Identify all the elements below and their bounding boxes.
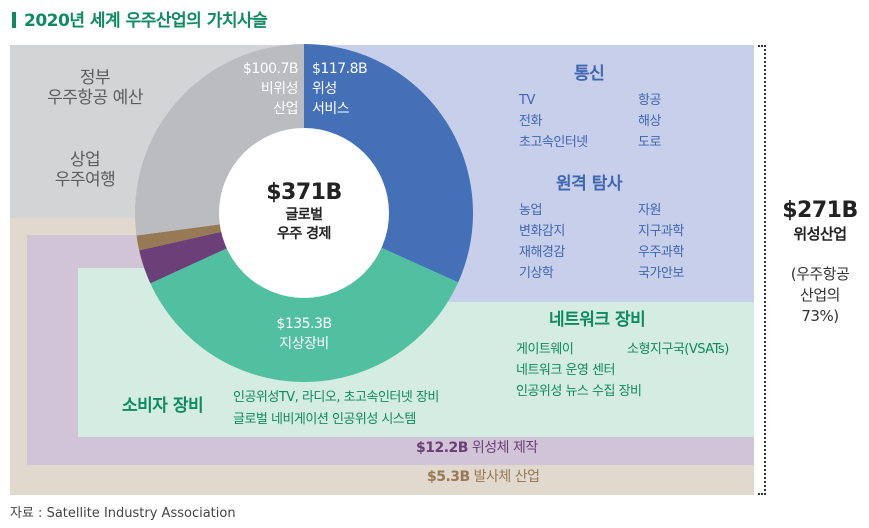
remote-item: 재해경감 bbox=[519, 245, 565, 260]
comm-heading: 통신 bbox=[574, 64, 605, 84]
gov-line1: 정부 bbox=[79, 68, 111, 88]
remote-item: 지구과학 bbox=[638, 224, 684, 239]
donut-hole bbox=[219, 128, 389, 298]
remote-item: 농업 bbox=[519, 203, 542, 218]
consumer-item: 인공위성TV, 라디오, 초고속인터넷 장비 bbox=[233, 390, 439, 405]
comm-item: 전화 bbox=[519, 114, 542, 129]
remote-item: 우주과학 bbox=[638, 245, 684, 260]
ground-label: 지상장비 bbox=[279, 336, 329, 352]
satserv-line1: 위성 bbox=[312, 81, 337, 97]
manufacturing-label: $12.2B 위성체 제작 bbox=[416, 440, 538, 456]
page-title: 2020년 세계 우주산업의 가치사슬 bbox=[12, 6, 268, 31]
consumer-heading: 소비자 장비 bbox=[122, 396, 204, 416]
consumer-item: 글로벌 네비게이션 인공위성 시스템 bbox=[233, 412, 416, 427]
network-heading: 네트워크 장비 bbox=[549, 310, 646, 330]
satserv-value: $117.8B bbox=[312, 61, 368, 77]
satind-note3: 73%) bbox=[801, 307, 839, 325]
ground-value: $135.3B bbox=[276, 316, 332, 332]
center-label2: 우주 경제 bbox=[277, 226, 331, 242]
remote-item: 자원 bbox=[638, 203, 661, 218]
comm-item: 항공 bbox=[638, 93, 661, 108]
gov-line2: 우주항공 예산 bbox=[47, 88, 143, 108]
network-item: 네트워크 운영 센터 bbox=[516, 363, 615, 378]
satserv-line2: 서비스 bbox=[312, 101, 350, 117]
title-bar bbox=[12, 12, 16, 28]
tourism-line1: 상업 bbox=[69, 150, 101, 170]
remote-item: 기상학 bbox=[519, 266, 554, 281]
comm-item: 초고속인터넷 bbox=[519, 135, 588, 150]
nonsat-line1: 비위성 bbox=[260, 81, 299, 97]
nonsat-line2: 산업 bbox=[273, 101, 298, 117]
satind-value: $271B bbox=[782, 198, 858, 223]
center-label1: 글로벌 bbox=[285, 207, 323, 223]
satind-label: 위성산업 bbox=[793, 225, 847, 243]
network-item: 소형지구국(VSATs) bbox=[627, 342, 729, 357]
satind-note2: 산업의 bbox=[800, 286, 840, 304]
remote-item: 국가안보 bbox=[638, 266, 684, 281]
launch-label: $5.3B 발사체 산업 bbox=[427, 469, 540, 485]
comm-item: 해상 bbox=[638, 114, 661, 129]
network-item: 게이트웨이 bbox=[516, 342, 574, 357]
source-note: 자료 : Satellite Industry Association bbox=[10, 506, 236, 521]
center-value: $371B bbox=[266, 180, 342, 205]
remote-heading: 원격 탐사 bbox=[556, 174, 622, 194]
comm-item: 도로 bbox=[638, 135, 661, 150]
nonsat-value: $100.7B bbox=[242, 61, 299, 77]
satind-note1: (우주항공 bbox=[790, 265, 850, 283]
tourism-line2: 우주여행 bbox=[54, 170, 116, 190]
remote-item: 변화감지 bbox=[519, 224, 565, 239]
satind-bracket bbox=[758, 45, 766, 495]
network-item: 인공위성 뉴스 수집 장비 bbox=[516, 384, 642, 399]
comm-item: TV bbox=[519, 93, 535, 108]
